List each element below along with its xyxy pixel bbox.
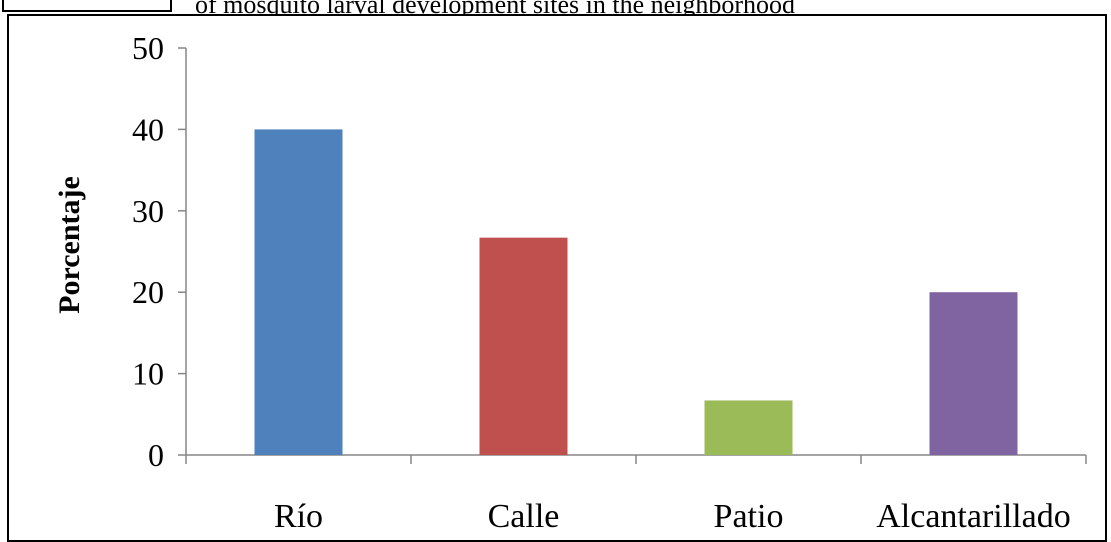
y-tick-label: 40	[132, 111, 164, 147]
caption-text: of mosquito larval development sites in …	[195, 0, 796, 16]
x-category-label: Patio	[714, 498, 784, 535]
y-tick-label: 20	[132, 274, 164, 310]
x-category-label: Río	[274, 498, 323, 535]
x-category-label: Calle	[488, 498, 560, 535]
bar-r-o	[254, 129, 343, 455]
y-tick-label: 0	[148, 437, 164, 473]
caption-label-box	[2, 0, 172, 12]
bar-patio	[704, 400, 793, 455]
y-axis-title: Porcentaje	[53, 176, 86, 314]
y-tick-label: 30	[132, 193, 164, 229]
figure-caption: of mosquito larval development sites in …	[0, 0, 1111, 16]
bar-alcantarillado	[929, 292, 1018, 455]
x-category-label: Alcantarillado	[876, 498, 1070, 535]
y-tick-label: 50	[132, 30, 164, 66]
y-tick-label: 10	[132, 356, 164, 392]
bar-calle	[479, 237, 568, 455]
